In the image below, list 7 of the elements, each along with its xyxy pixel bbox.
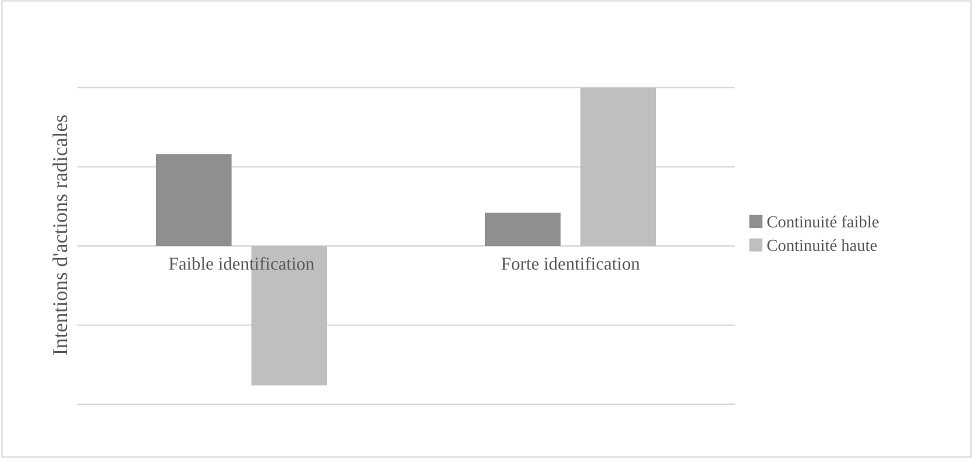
legend-label: Continuité faible — [767, 216, 879, 228]
bar — [484, 212, 561, 246]
bar — [156, 154, 232, 246]
x-tick-label: Forte identification — [502, 256, 640, 270]
bar — [580, 88, 656, 246]
legend-label: Continuité haute — [767, 239, 877, 251]
y-axis-title: Intentions d'actions radicales — [52, 115, 68, 355]
